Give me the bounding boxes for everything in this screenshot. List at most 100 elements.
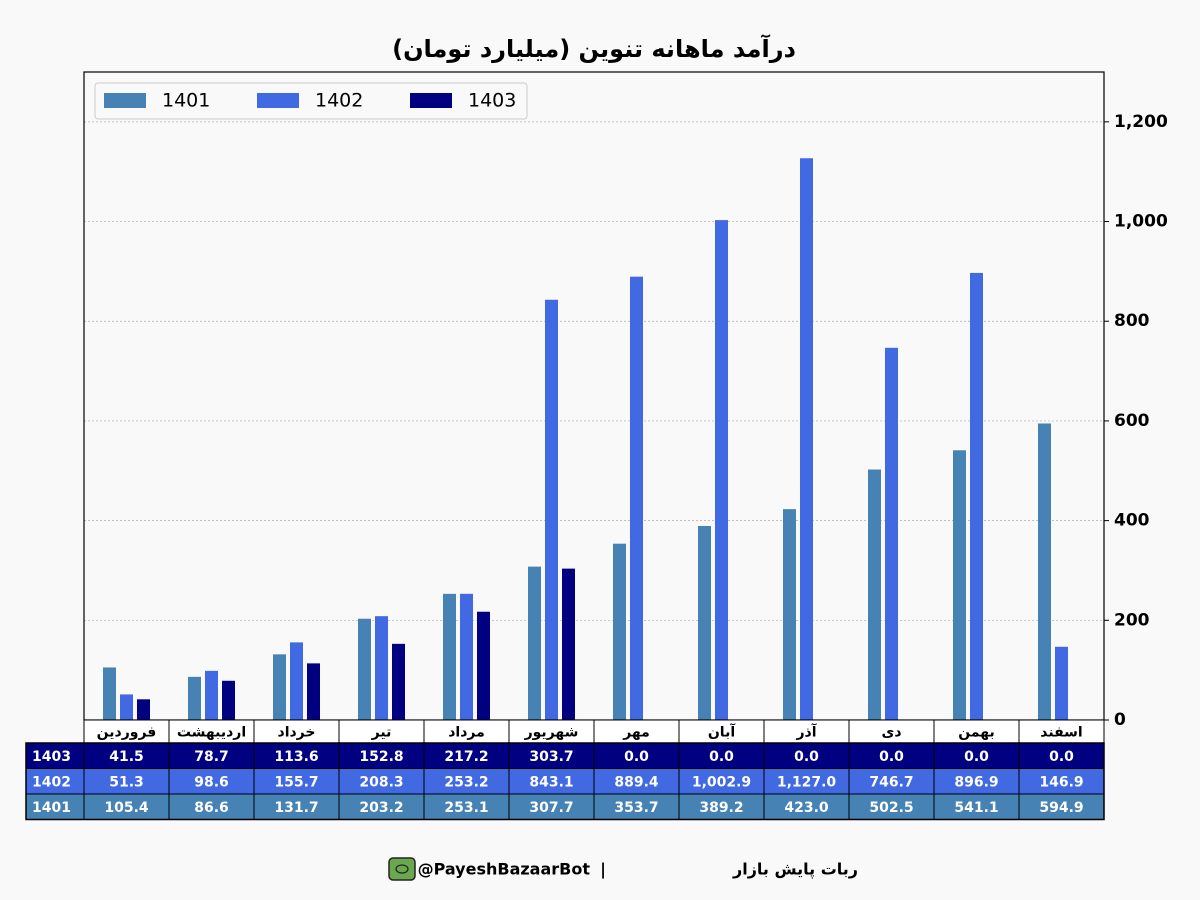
table-value: 51.3 bbox=[109, 774, 144, 790]
y-tick-label: 800 bbox=[1114, 311, 1150, 331]
table-value: 86.6 bbox=[194, 800, 229, 816]
category-label: اردیبهشت bbox=[177, 725, 246, 741]
legend-swatch bbox=[257, 93, 299, 108]
table-value: 423.0 bbox=[784, 800, 829, 816]
table-row-label-cell bbox=[25, 793, 85, 820]
table-value: 253.2 bbox=[444, 774, 488, 790]
table-value: 208.3 bbox=[359, 774, 403, 790]
table-value: 303.7 bbox=[529, 749, 573, 765]
table-value: 889.4 bbox=[614, 774, 659, 790]
bar bbox=[953, 450, 966, 720]
table-value: 1,002.9 bbox=[692, 774, 751, 790]
legend-label: 1403 bbox=[468, 90, 516, 112]
table-cell bbox=[933, 768, 1020, 795]
bar bbox=[528, 566, 541, 720]
table-value: 105.4 bbox=[104, 800, 149, 816]
bar bbox=[1055, 646, 1068, 720]
table-cell bbox=[933, 742, 1020, 769]
table-cell bbox=[1018, 768, 1105, 795]
footer: ربات پایش بازار | @PayeshBazaarBot bbox=[388, 857, 858, 881]
table-value: 1,127.0 bbox=[777, 774, 837, 790]
bar bbox=[222, 680, 235, 720]
table-value: 0.0 bbox=[879, 749, 904, 765]
table-value: 41.5 bbox=[109, 749, 144, 765]
category-label: شهریور bbox=[524, 725, 579, 741]
plot-area bbox=[84, 72, 1104, 720]
bar bbox=[205, 670, 218, 720]
bot-icon-eye bbox=[395, 864, 409, 874]
table-value: 146.9 bbox=[1039, 774, 1083, 790]
table-value: 217.2 bbox=[444, 749, 488, 765]
y-tick-label: 600 bbox=[1114, 411, 1150, 431]
table-cell bbox=[423, 768, 510, 795]
bar bbox=[885, 347, 898, 720]
table-value: 253.1 bbox=[444, 800, 488, 816]
table-row-label-cell bbox=[25, 768, 85, 795]
legend-label: 1401 bbox=[162, 90, 210, 112]
table-value: 0.0 bbox=[964, 749, 989, 765]
bot-icon bbox=[388, 857, 416, 881]
table-frame bbox=[25, 742, 1105, 821]
table-value: 896.9 bbox=[954, 774, 998, 790]
category-label: مرداد bbox=[448, 725, 485, 741]
table-value: 843.1 bbox=[529, 774, 573, 790]
table-cell bbox=[763, 793, 850, 820]
category-label: آبان bbox=[708, 723, 736, 741]
bar bbox=[630, 276, 643, 720]
table-value: 0.0 bbox=[624, 749, 649, 765]
bar bbox=[103, 667, 116, 720]
legend-swatch bbox=[104, 93, 146, 108]
bar bbox=[545, 299, 558, 720]
bar bbox=[800, 158, 813, 721]
table-value: 353.7 bbox=[614, 800, 658, 816]
category-label: تیر bbox=[371, 725, 392, 741]
table-row-label: 1401 bbox=[32, 800, 71, 816]
chart-title: درآمد ماهانه تنوین (میلیارد تومان) bbox=[392, 34, 796, 63]
bar bbox=[392, 643, 405, 720]
table-cell bbox=[168, 742, 255, 769]
y-tick-label: 0 bbox=[1114, 710, 1126, 730]
table-value: 152.8 bbox=[359, 749, 403, 765]
category-label: بهمن bbox=[958, 725, 994, 741]
table-value: 307.7 bbox=[529, 800, 573, 816]
category-label: فروردین bbox=[97, 725, 157, 741]
table-value: 78.7 bbox=[194, 749, 229, 765]
bar bbox=[137, 699, 150, 720]
footer-handle: @PayeshBazaarBot bbox=[418, 860, 591, 879]
table-cell bbox=[933, 793, 1020, 820]
table-value: 541.1 bbox=[954, 800, 998, 816]
category-label: دی bbox=[881, 725, 901, 741]
bar bbox=[307, 663, 320, 720]
table-cell bbox=[253, 768, 340, 795]
table-cell bbox=[83, 742, 170, 769]
table-cell bbox=[1018, 742, 1105, 769]
bar bbox=[375, 616, 388, 720]
table-value: 594.9 bbox=[1039, 800, 1083, 816]
table-value: 98.6 bbox=[194, 774, 229, 790]
y-tick-label: 200 bbox=[1114, 610, 1150, 630]
footer-text: ربات پایش بازار bbox=[732, 860, 858, 880]
bar bbox=[188, 676, 201, 720]
bar bbox=[698, 525, 711, 720]
category-label: مهر bbox=[622, 725, 650, 741]
table-cell bbox=[763, 742, 850, 769]
table-cell bbox=[593, 793, 680, 820]
table-value: 113.6 bbox=[274, 749, 318, 765]
table-value: 203.2 bbox=[359, 800, 403, 816]
y-tick-label: 400 bbox=[1114, 511, 1150, 531]
y-tick-label: 1,000 bbox=[1114, 212, 1168, 232]
bar bbox=[273, 654, 286, 720]
bar bbox=[613, 543, 626, 720]
legend-label: 1402 bbox=[315, 90, 363, 112]
footer-separator: | bbox=[600, 860, 606, 880]
bar bbox=[1038, 423, 1051, 720]
bar bbox=[443, 593, 456, 720]
bar bbox=[358, 618, 371, 720]
bar bbox=[970, 272, 983, 720]
bar bbox=[460, 593, 473, 720]
table-value: 131.7 bbox=[274, 800, 318, 816]
table-value: 0.0 bbox=[709, 749, 734, 765]
bar bbox=[868, 469, 881, 720]
bar bbox=[715, 220, 728, 720]
